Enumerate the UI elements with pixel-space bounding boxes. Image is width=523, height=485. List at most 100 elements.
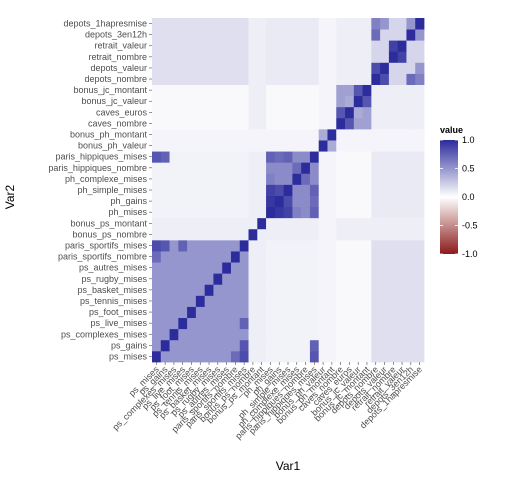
heatmap-cell [187, 350, 197, 363]
heatmap-cell [336, 206, 346, 219]
heatmap-cell [204, 350, 214, 363]
heatmap-cell [336, 18, 346, 30]
heatmap-cell [169, 151, 179, 163]
heatmap-cell [362, 62, 372, 74]
heatmap-cell [187, 339, 197, 352]
heatmap-cell [169, 328, 179, 341]
y-tick-label: depots_1hapresmise [63, 19, 147, 29]
heatmap-cell [309, 128, 320, 141]
heatmap-cell [248, 84, 258, 97]
heatmap-cell [248, 140, 258, 152]
y-axis-title: Var2 [3, 184, 17, 209]
heatmap-cell [292, 239, 302, 252]
heatmap-cell [274, 328, 285, 341]
heatmap-cell [239, 350, 249, 363]
heatmap-cell [353, 206, 363, 219]
heatmap-cell [362, 239, 372, 252]
heatmap-cell [397, 106, 407, 119]
heatmap-cell [318, 284, 328, 296]
heatmap-cell [248, 239, 258, 252]
heatmap-cell [257, 106, 267, 119]
heatmap-cell [169, 140, 179, 152]
heatmap-cell [345, 73, 355, 85]
heatmap-cell [292, 117, 302, 130]
heatmap-cell [178, 84, 188, 97]
heatmap-cell [301, 239, 311, 252]
heatmap-cell [292, 173, 302, 185]
heatmap-cell [327, 350, 337, 363]
heatmap-cell [169, 173, 179, 185]
heatmap-cell [248, 95, 258, 108]
heatmap-cell [222, 295, 232, 307]
heatmap-cell [406, 273, 416, 285]
heatmap-cell [178, 140, 188, 152]
heatmap-cell [371, 106, 381, 119]
heatmap-cell [187, 206, 197, 219]
heatmap-cell [204, 40, 214, 52]
heatmap-cell [380, 195, 390, 208]
heatmap-cell [353, 140, 363, 152]
heatmap-cell [160, 151, 170, 163]
heatmap-cell [230, 195, 241, 208]
heatmap-cell [187, 184, 197, 196]
heatmap-cell [318, 273, 328, 285]
heatmap-cell [274, 295, 285, 307]
y-tick-label: ph_mises [108, 207, 147, 217]
heatmap-cell [406, 251, 416, 263]
heatmap-cell [318, 306, 328, 319]
heatmap-cell [178, 162, 188, 174]
heatmap-cell [257, 339, 267, 352]
heatmap-cell [204, 62, 214, 74]
heatmap-cell [292, 317, 302, 330]
heatmap-cell [195, 284, 206, 296]
heatmap-cell [318, 95, 328, 108]
heatmap-cell [336, 284, 346, 296]
heatmap-cell [318, 173, 328, 185]
heatmap-cell [283, 239, 293, 252]
heatmap-cell [213, 151, 223, 163]
y-tick-label: depots_3en12h [85, 30, 147, 40]
heatmap-cell [152, 217, 162, 230]
heatmap-cell [388, 350, 399, 363]
heatmap-cell [309, 239, 320, 252]
heatmap-cell [388, 95, 399, 108]
heatmap-cell [380, 95, 390, 108]
heatmap-cell [160, 217, 170, 230]
heatmap-cell [187, 40, 197, 52]
heatmap-cell [318, 18, 328, 30]
heatmap-cell [345, 251, 355, 263]
heatmap-cell [213, 206, 223, 219]
heatmap-cell [204, 184, 214, 196]
heatmap-cell [204, 51, 214, 63]
heatmap-cell [309, 317, 320, 330]
heatmap-cell [353, 84, 363, 97]
heatmap-cell [213, 339, 223, 352]
heatmap-cell [336, 73, 346, 85]
heatmap-cell [152, 117, 162, 130]
heatmap-cell [362, 84, 372, 97]
heatmap-cell [327, 328, 337, 341]
heatmap-cell [301, 40, 311, 52]
heatmap-cell [274, 84, 285, 97]
heatmap-cell [406, 29, 416, 41]
y-tick-label: ps_foot_mises [89, 307, 148, 317]
heatmap-cell [292, 95, 302, 108]
heatmap-cell [178, 51, 188, 63]
heatmap-cell [415, 295, 425, 307]
heatmap-cell [178, 40, 188, 52]
heatmap-cell [274, 128, 285, 141]
heatmap-cell [362, 284, 372, 296]
heatmap-cell [380, 228, 390, 241]
heatmap-cell [283, 84, 293, 97]
heatmap-cell [222, 228, 232, 241]
heatmap-cell [266, 29, 276, 41]
heatmap-cell [195, 328, 206, 341]
heatmap-cell [213, 184, 223, 196]
heatmap-cell [152, 184, 162, 196]
heatmap-cell [213, 140, 223, 152]
heatmap-cell [195, 51, 206, 63]
heatmap-cell [266, 328, 276, 341]
heatmap-cell [195, 173, 206, 185]
heatmap-cell [204, 162, 214, 174]
heatmap-cell [230, 184, 241, 196]
